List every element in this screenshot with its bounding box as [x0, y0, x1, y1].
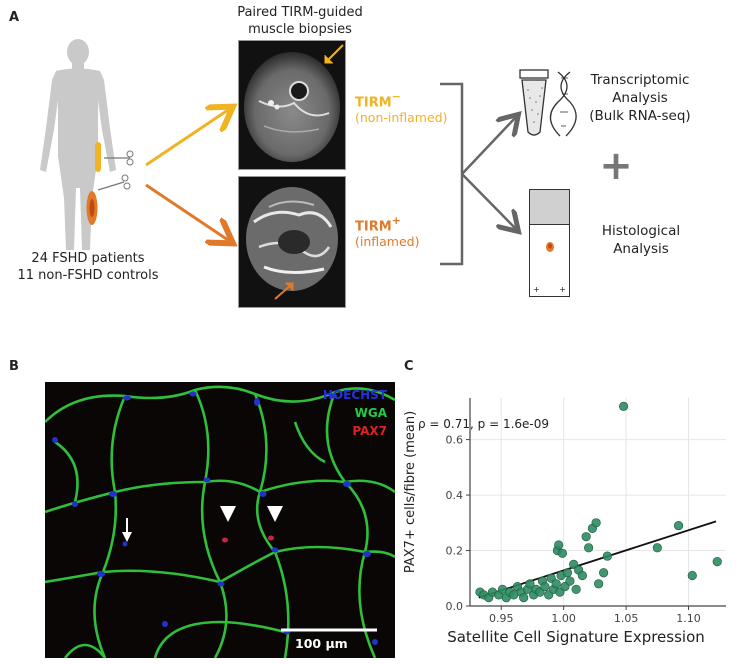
data-point	[519, 593, 529, 603]
panel-letter-b: B	[9, 359, 19, 374]
x-tick-label: 1.05	[614, 612, 639, 625]
stain-label-hoechst: HOECHST	[322, 388, 387, 402]
data-point	[525, 579, 535, 589]
data-point	[557, 548, 568, 558]
data-point	[687, 570, 697, 581]
cohort-line-2: 11 non-FSHD controls	[17, 268, 159, 283]
scatter-plot: 0.95 1.00 1.05 1.10 0.0 0.2 0.4 0.6 ρ = 0.71, p…	[404, 398, 726, 646]
stain-label-pax7: PAX7	[352, 424, 387, 438]
data-point	[673, 520, 684, 531]
x-tick-label: 0.95	[489, 612, 513, 625]
arrow-to-transcriptomic	[461, 118, 515, 175]
mri-title: Paired TIRM-guided muscle biopsies	[225, 4, 375, 38]
panel-letter-a: A	[9, 10, 20, 25]
y-tick-label: 0.6	[446, 434, 464, 447]
y-axis-label: PAX7+ cells/fibre (mean)	[404, 411, 418, 573]
data-point	[652, 543, 662, 553]
histology-slide-icon: + +	[529, 189, 570, 297]
data-point	[565, 576, 575, 586]
histological-label: Histological Analysis	[596, 222, 686, 258]
tirm-negative-subtitle: (non-inflamed)	[355, 110, 448, 126]
slide-mark-right: +	[559, 285, 566, 294]
data-point	[577, 570, 587, 581]
analysis-bracket	[440, 82, 530, 266]
tirm-negative-label: TIRM− (non-inflamed)	[355, 90, 448, 125]
thigh-biopsy-marker	[95, 142, 101, 172]
x-tick-label: 1.00	[551, 612, 576, 625]
data-point	[712, 557, 722, 567]
data-point	[554, 540, 564, 550]
transcriptomic-line-1: Transcriptomic	[590, 72, 690, 88]
data-point	[571, 584, 581, 594]
data-point	[619, 401, 629, 411]
data-point	[540, 581, 550, 592]
tirm-positive-subtitle: (inflamed)	[355, 234, 420, 250]
mri-image-tirm-negative	[238, 40, 346, 170]
data-point	[591, 518, 601, 528]
muscle-fibre-network	[45, 385, 395, 658]
histological-line-2: Analysis	[613, 241, 669, 257]
y-tick-label: 0.2	[446, 545, 464, 558]
mri-title-line-2: muscle biopsies	[248, 22, 352, 37]
data-point	[562, 568, 573, 578]
transcriptomic-line-3: (Bulk RNA-seq)	[589, 108, 691, 124]
arrowhead-marker-1	[220, 506, 236, 522]
immunofluorescence-image: HOECHST WGA PAX7 100 µm	[45, 382, 395, 658]
scale-bar-label: 100 µm	[295, 636, 348, 651]
mri-image-tirm-positive	[238, 176, 346, 308]
data-point	[594, 579, 604, 589]
data-point	[584, 543, 594, 553]
cohort-description: 24 FSHD patients 11 non-FSHD controls	[0, 250, 176, 284]
x-tick-label: 1.10	[676, 612, 701, 625]
tirm-positive-title: TIRM	[355, 219, 392, 235]
cohort-line-1: 24 FSHD patients	[31, 251, 145, 266]
plus-sign: +	[599, 143, 633, 189]
plot-axes	[469, 398, 726, 607]
data-point	[599, 568, 609, 578]
biopsy-arrows	[145, 100, 240, 250]
human-body-icon	[40, 39, 134, 250]
slide-mark-left: +	[533, 285, 540, 294]
correlation-annotation: ρ = 0.71, p = 1.6e-09	[418, 417, 549, 431]
arrow-marker	[122, 532, 132, 542]
data-point	[551, 579, 561, 589]
mri-title-line-1: Paired TIRM-guided	[237, 5, 363, 20]
arrow-to-tirm-negative	[145, 110, 228, 167]
transcriptomic-line-2: Analysis	[612, 90, 668, 106]
tirm-positive-sign: +	[391, 214, 401, 227]
data-point	[602, 551, 612, 561]
tirm-negative-sign: −	[391, 90, 401, 103]
arrow-to-tirm-positive	[145, 183, 228, 240]
arrow-to-histological	[461, 173, 515, 228]
transcriptomic-label: Transcriptomic Analysis (Bulk RNA-seq)	[578, 71, 702, 125]
data-point	[581, 532, 591, 542]
x-axis-label: Satellite Cell Signature Expression	[447, 628, 705, 646]
histological-line-1: Histological	[601, 223, 681, 239]
panel-letter-c: C	[404, 359, 414, 374]
y-tick-label: 0.4	[446, 489, 464, 502]
y-tick-label: 0.0	[446, 600, 464, 613]
tube-and-dna-icon	[519, 69, 577, 137]
arrowhead-marker-2	[267, 506, 283, 522]
tirm-positive-label: TIRM+ (inflamed)	[355, 214, 419, 249]
tirm-negative-title: TIRM	[355, 95, 392, 111]
stain-label-wga: WGA	[354, 406, 387, 420]
